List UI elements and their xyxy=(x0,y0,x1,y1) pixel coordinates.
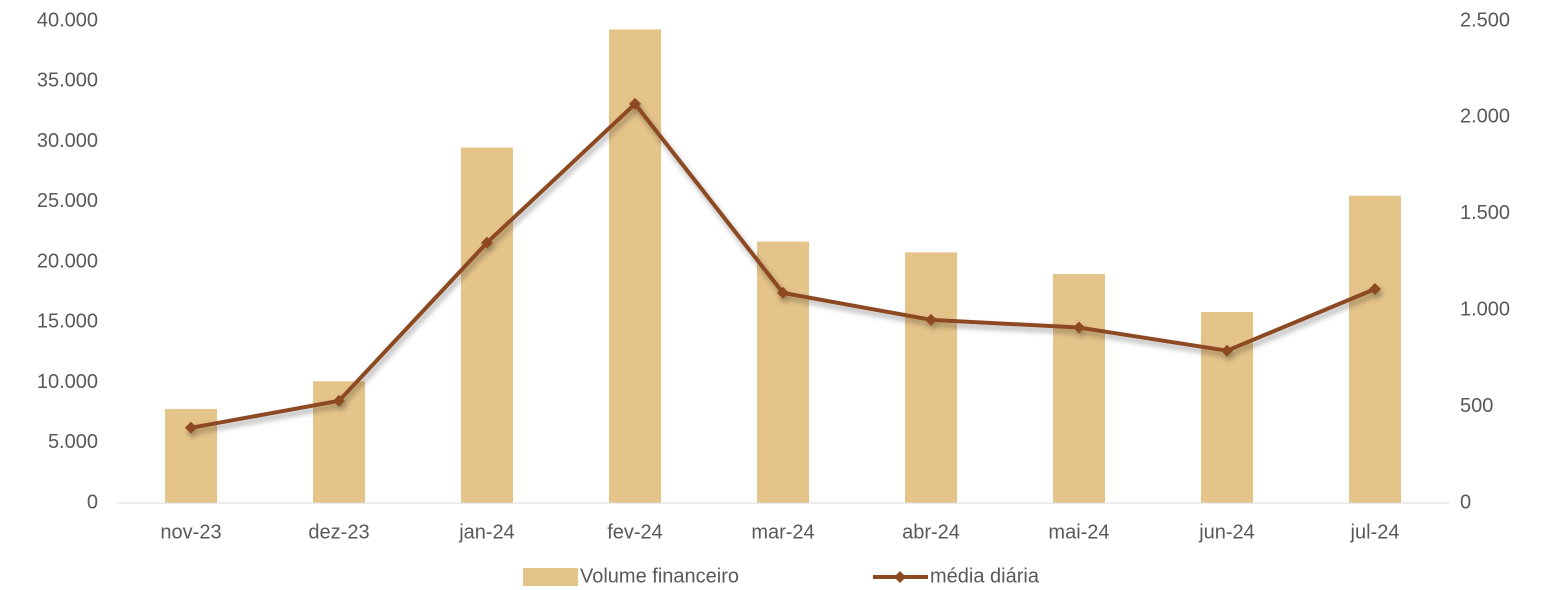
y2-tick-label: 1.000 xyxy=(1460,298,1510,320)
bar xyxy=(905,252,957,503)
x-tick-label: jan-24 xyxy=(458,521,515,543)
line-marker xyxy=(629,97,641,110)
bar xyxy=(1349,195,1401,503)
line-marker xyxy=(777,286,789,299)
x-tick-label: jun-24 xyxy=(1198,521,1255,543)
line-marker xyxy=(185,421,197,434)
line-marker xyxy=(481,236,493,249)
y2-tick-label: 2.000 xyxy=(1460,106,1510,128)
x-tick-label: mai-24 xyxy=(1048,521,1109,543)
legend-label: Volume financeiro xyxy=(580,565,739,587)
line-series xyxy=(185,97,1381,434)
legend-swatch xyxy=(523,568,578,586)
bar xyxy=(757,241,809,503)
line-marker xyxy=(333,394,345,407)
line-marker xyxy=(1073,321,1085,334)
x-tick-label: fev-24 xyxy=(607,521,663,543)
x-tick-label: nov-23 xyxy=(160,521,221,543)
line-marker xyxy=(925,313,937,326)
x-tick-label: jul-24 xyxy=(1350,521,1400,543)
legend-marker xyxy=(894,571,906,583)
bar xyxy=(1201,312,1253,503)
bar xyxy=(461,147,513,503)
y-tick-label: 25.000 xyxy=(37,190,98,212)
y-tick-label: 20.000 xyxy=(37,250,98,272)
y2-tick-label: 1.500 xyxy=(1460,202,1510,224)
line-marker xyxy=(1369,282,1381,295)
legend-label: média diária xyxy=(930,565,1040,587)
y2-tick-label: 0 xyxy=(1460,491,1471,513)
y-tick-label: 15.000 xyxy=(37,311,98,333)
x-tick-label: mar-24 xyxy=(751,521,814,543)
y-tick-label: 30.000 xyxy=(37,130,98,152)
y-tick-label: 10.000 xyxy=(37,371,98,393)
x-tick-label: abr-24 xyxy=(902,521,960,543)
y-tick-label: 35.000 xyxy=(37,70,98,92)
y-tick-label: 5.000 xyxy=(48,431,98,453)
y2-tick-label: 500 xyxy=(1460,395,1493,417)
y2-tick-label: 2.500 xyxy=(1460,9,1510,31)
line-marker xyxy=(1221,344,1233,357)
x-tick-label: dez-23 xyxy=(308,521,369,543)
y-tick-label: 0 xyxy=(87,491,98,513)
bar xyxy=(1053,274,1105,503)
y-tick-label: 40.000 xyxy=(37,9,98,31)
